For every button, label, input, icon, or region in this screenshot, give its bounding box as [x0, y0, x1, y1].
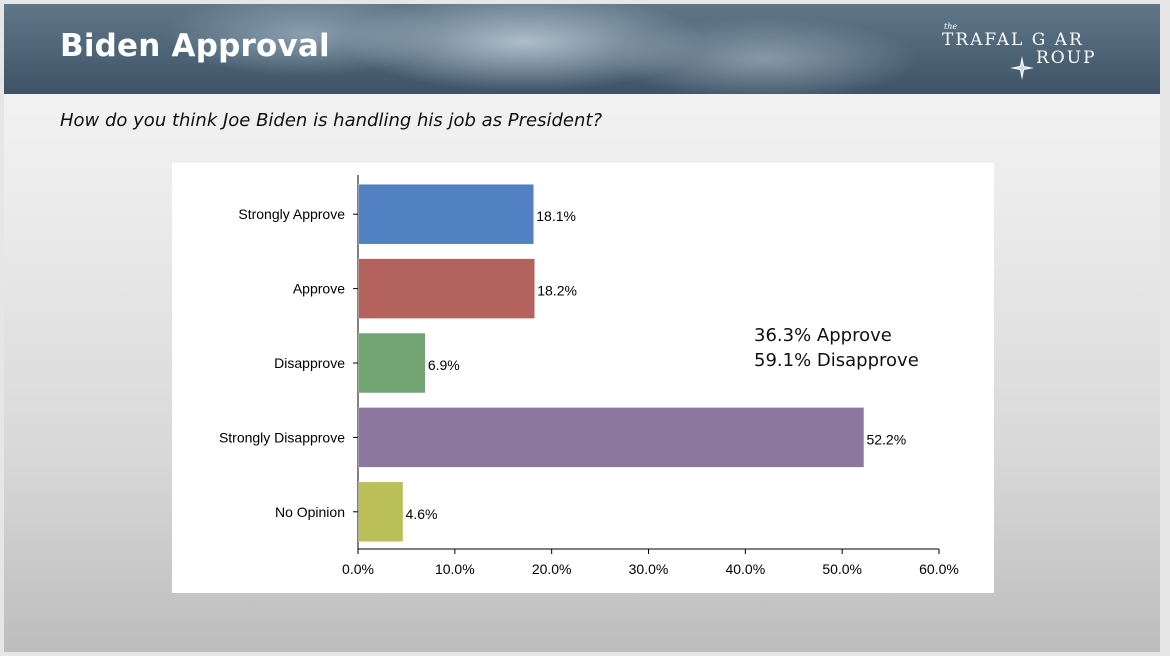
- data-label: 18.2%: [537, 283, 577, 299]
- category-label: Strongly Disapprove: [219, 429, 345, 445]
- bar: [358, 332, 426, 394]
- trafalgar-group-logo: the TRAFAL G AR ROUP: [924, 18, 1114, 84]
- bar: [358, 258, 535, 319]
- bar: [358, 481, 404, 543]
- bar-chart: 0.0% 10.0% 20.0% 30.0% 40.0% 50.0% 60.0% Strong…: [219, 175, 959, 577]
- page-title: Biden Approval: [60, 28, 330, 64]
- category-label: Strongly Approve: [238, 206, 345, 222]
- data-label: 18.1%: [536, 208, 576, 224]
- logo-line-2: ROUP: [1036, 48, 1097, 68]
- category-label: No Opinion: [275, 504, 345, 520]
- header-banner: Biden Approval the TRAFAL G AR ROUP: [4, 4, 1160, 94]
- summary-approve: 36.3% Approve: [754, 325, 892, 346]
- data-label: 4.6%: [406, 506, 438, 522]
- x-tick-label: 60.0%: [919, 561, 959, 577]
- x-tick-label: 50.0%: [822, 561, 862, 577]
- logo-small-text: the: [944, 22, 958, 31]
- summary-disapprove: 59.1% Disapprove: [754, 350, 919, 371]
- logo-line-1: TRAFAL G AR: [942, 30, 1084, 50]
- survey-question: How do you think Joe Biden is handling h…: [60, 110, 603, 131]
- x-tick-label: 20.0%: [532, 561, 572, 577]
- x-tick-label: 40.0%: [725, 561, 765, 577]
- x-tick-label: 10.0%: [435, 561, 475, 577]
- bar: [358, 407, 865, 468]
- data-label: 52.2%: [866, 431, 906, 447]
- slide: Biden Approval the TRAFAL G AR ROUP How …: [4, 4, 1160, 652]
- x-tick-label: 0.0%: [342, 561, 374, 577]
- data-label: 6.9%: [428, 357, 460, 373]
- bar: [358, 183, 535, 245]
- x-tick-label: 30.0%: [629, 561, 669, 577]
- chart-area: 0.0% 10.0% 20.0% 30.0% 40.0% 50.0% 60.0% Strong…: [172, 163, 994, 593]
- compass-star-icon: [1010, 56, 1034, 80]
- category-label: Approve: [293, 281, 345, 297]
- summary-box: 36.3% Approve 59.1% Disapprove: [754, 323, 919, 373]
- category-label: Disapprove: [274, 355, 345, 371]
